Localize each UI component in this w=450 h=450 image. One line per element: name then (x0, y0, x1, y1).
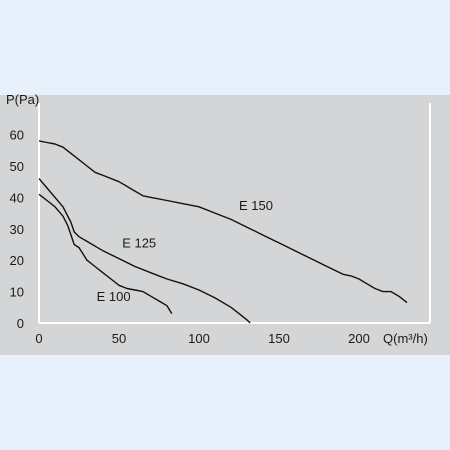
series-line-e-100 (38, 193, 173, 314)
x-tick-label: 150 (268, 331, 290, 346)
y-tick-label: 0 (17, 316, 24, 331)
series-label-e-150: E 150 (239, 198, 273, 213)
y-tick-label: 40 (10, 190, 24, 205)
x-axis-label: Q(m³/h) (383, 331, 428, 346)
series-line-e-150 (38, 140, 408, 304)
y-axis-label: P(Pa) (6, 92, 39, 107)
y-tick-label: 10 (10, 285, 24, 300)
series-label-e-100: E 100 (97, 289, 131, 304)
axes (38, 103, 431, 324)
plot-background (0, 95, 450, 355)
series-label-e-125: E 125 (122, 236, 156, 251)
tick-labels: 0 50 100 150 200 0 10 20 30 40 50 60 (10, 128, 370, 346)
x-tick-label: 0 (35, 331, 42, 346)
y-tick-label: 20 (10, 253, 24, 268)
y-tick-label: 30 (10, 222, 24, 237)
x-tick-label: 100 (188, 331, 210, 346)
series-labels: E 100 E 125 E 150 (97, 198, 273, 304)
x-tick-label: 200 (348, 331, 370, 346)
y-tick-label: 50 (10, 159, 24, 174)
series-line-e-125 (38, 178, 251, 324)
x-tick-label: 50 (112, 331, 126, 346)
y-tick-label: 60 (10, 128, 24, 143)
series-curves (38, 140, 408, 324)
